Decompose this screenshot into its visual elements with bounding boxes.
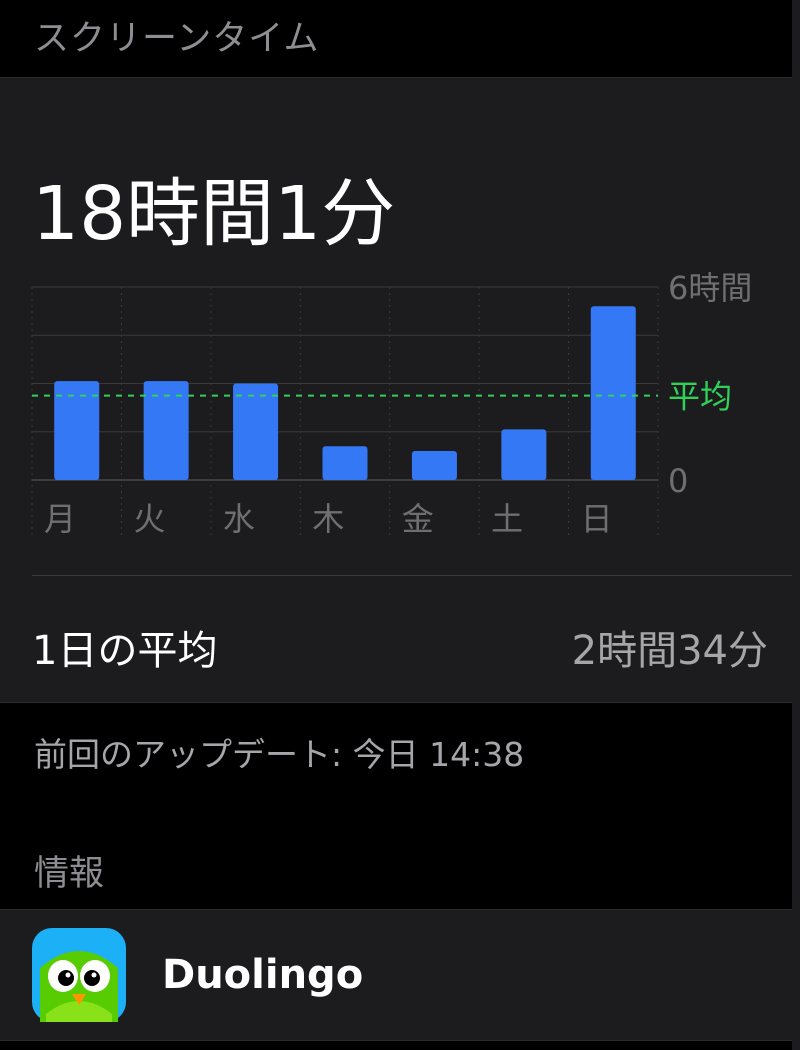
chart-bar: [54, 381, 100, 480]
chart-bar: [322, 446, 368, 480]
chart-category-label: 金: [402, 500, 434, 538]
section-header-info: 情報: [34, 854, 105, 894]
weekly-usage-chart[interactable]: 月 火 水 木 金 土 日 平均 6時間 0: [0, 78, 800, 578]
chart-category-label: 火: [133, 500, 165, 538]
chart-ytick-label: 0: [668, 462, 688, 500]
chart-bar: [411, 451, 457, 480]
section-header-screen-time: スクリーンタイム: [34, 19, 320, 59]
app-name: Duolingo: [162, 952, 364, 998]
chart-category-label: 土: [491, 500, 523, 538]
total-screen-time: 18時間1分: [32, 171, 396, 257]
chart-category-label: 日: [581, 500, 613, 538]
chart-category-label: 月: [44, 500, 76, 538]
chart-average-label: 平均: [668, 378, 732, 416]
chart-bar: [233, 383, 279, 480]
chart-ytick-label: 6時間: [668, 269, 752, 307]
daily-average-label: 1日の平均: [32, 628, 218, 674]
chart-bar: [501, 429, 547, 480]
divider: [32, 575, 800, 576]
daily-average-value: 2時間34分: [571, 628, 768, 674]
chart-category-label: 水: [223, 500, 255, 538]
scroll-edge: [792, 0, 800, 1050]
last-updated-text: 前回のアップデート: 今日 14:38: [34, 735, 525, 774]
chart-bar: [143, 381, 189, 480]
duolingo-app-icon: [32, 928, 126, 1022]
chart-category-label: 木: [312, 500, 344, 538]
chart-bar: [590, 306, 636, 480]
screen-time-card[interactable]: 18時間1分 月 火 水 木 金 土 日 平均 6時間 0 1日の平均 2時間34分: [0, 77, 800, 703]
app-row-duolingo[interactable]: Duolingo: [0, 909, 800, 1041]
